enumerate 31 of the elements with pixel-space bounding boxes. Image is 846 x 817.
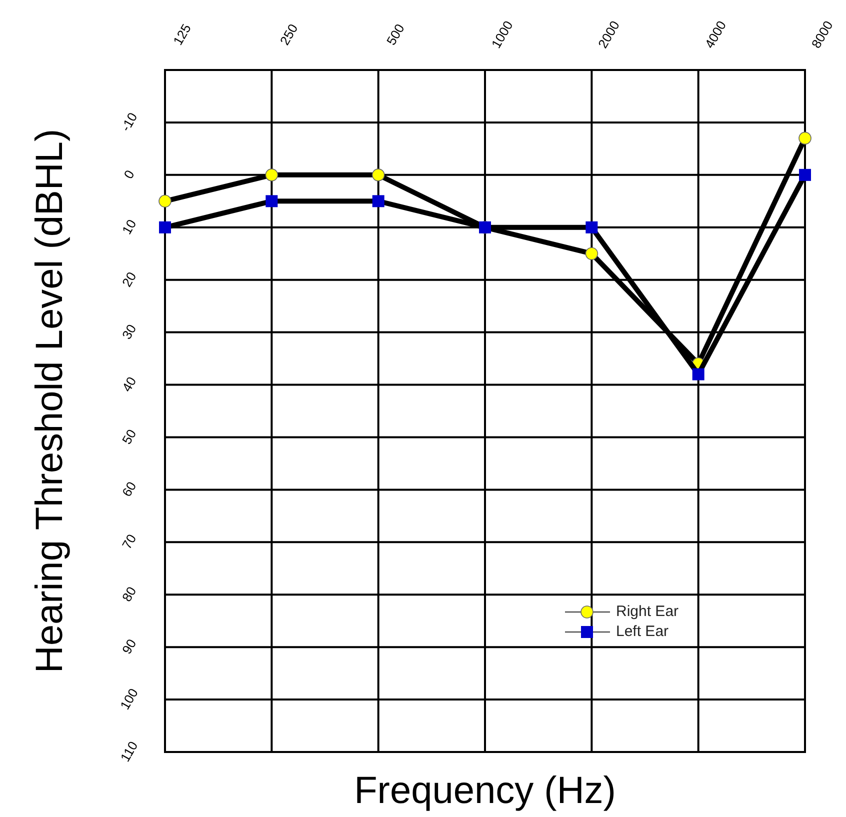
point xyxy=(799,168,811,181)
y-axis-title: Hearing Threshold Level (dBHL) xyxy=(29,128,71,674)
point xyxy=(159,221,171,234)
y-tick-label: 0 xyxy=(120,168,138,182)
y-tick-label: 30 xyxy=(118,322,140,342)
x-tick-label: 250 xyxy=(276,21,301,48)
point xyxy=(158,194,172,208)
y-tick-label: 100 xyxy=(117,686,141,712)
legend-label: Left Ear xyxy=(616,622,669,640)
point xyxy=(265,168,278,182)
y-tick-label: 70 xyxy=(118,532,140,552)
y-tick-label: 80 xyxy=(118,584,140,604)
point xyxy=(266,195,278,208)
legend-label: Right Ear xyxy=(616,602,679,620)
y-tick-label: 90 xyxy=(118,636,140,657)
point xyxy=(798,132,812,145)
point xyxy=(372,168,385,182)
y-tick-label: 110 xyxy=(117,738,141,764)
y-tick-label: 40 xyxy=(118,374,140,394)
x-tick-label: 500 xyxy=(383,21,408,48)
point xyxy=(586,221,598,234)
y-tick-label: 10 xyxy=(118,216,140,237)
x-tick-label: 125 xyxy=(170,21,194,48)
y-tick-label: 20 xyxy=(118,269,140,290)
x-axis-title: Frequency (Hz) xyxy=(354,770,616,812)
point xyxy=(585,247,598,260)
y-tick-label: 60 xyxy=(118,479,140,500)
point xyxy=(692,368,704,380)
y-tick-label: 50 xyxy=(118,426,140,447)
point xyxy=(372,195,384,208)
y-tick-label: -10 xyxy=(118,110,140,134)
